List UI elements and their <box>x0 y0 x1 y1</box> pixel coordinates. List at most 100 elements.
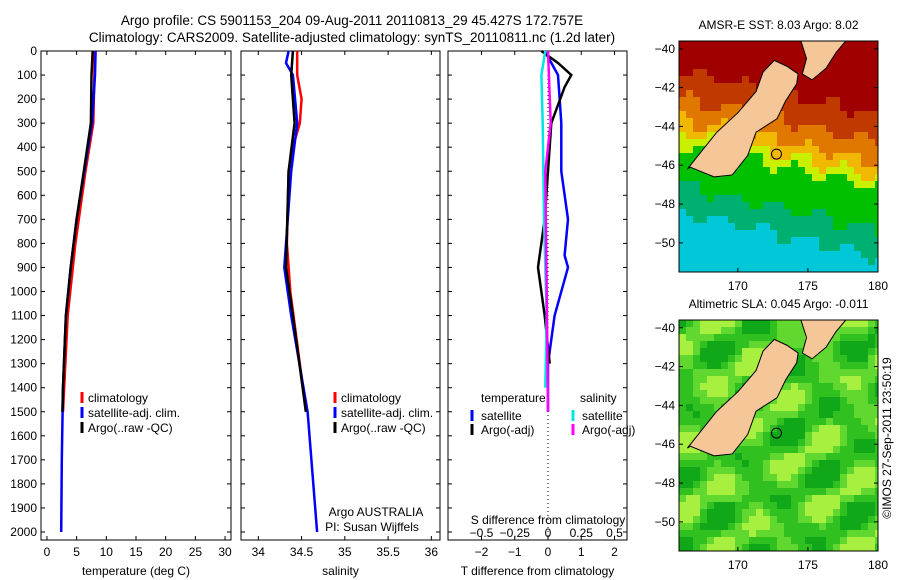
map-cell <box>707 355 714 362</box>
map-cell <box>756 76 763 83</box>
map-cell <box>847 502 854 509</box>
map-cell <box>686 348 693 355</box>
map-cell <box>693 320 700 327</box>
map-cell <box>700 509 707 516</box>
map-cell <box>791 369 798 376</box>
map-cell <box>875 62 878 69</box>
map-cell <box>861 251 868 258</box>
map-cell <box>854 334 861 341</box>
map-cell <box>700 516 707 523</box>
map-cell <box>854 320 861 327</box>
map-cell <box>861 390 868 397</box>
map-cell <box>875 467 878 474</box>
map-cell <box>749 153 756 160</box>
map-cell <box>686 355 693 362</box>
map-cell <box>728 195 735 202</box>
map-cell <box>686 404 693 411</box>
map-cell <box>763 153 770 160</box>
y-tick-label: 400 <box>17 140 37 154</box>
map-cell <box>763 160 770 167</box>
map-cell <box>868 251 875 258</box>
map-cell <box>833 265 840 272</box>
map-cell <box>840 146 847 153</box>
map-cell <box>735 523 742 530</box>
map-cell <box>784 237 791 244</box>
map-cell <box>868 376 875 383</box>
map-cell <box>791 202 798 209</box>
map-cell <box>742 502 749 509</box>
map-cell <box>798 418 805 425</box>
map-cell <box>826 62 833 69</box>
map-cell <box>686 132 693 139</box>
map-cell <box>833 453 840 460</box>
map-cell <box>721 467 728 474</box>
map-cell <box>735 48 742 55</box>
map-cell <box>721 111 728 118</box>
map-cell <box>735 481 742 488</box>
map-cell <box>777 523 784 530</box>
map-cell <box>749 174 756 181</box>
map-cell <box>875 41 878 48</box>
map-cell <box>714 251 721 258</box>
legend-label: Argo(..raw -QC) <box>341 421 426 435</box>
map-cell <box>714 188 721 195</box>
map-cell <box>812 265 819 272</box>
map-cell <box>686 230 693 237</box>
map-cell <box>707 509 714 516</box>
map-cell <box>686 181 693 188</box>
map-cell <box>770 453 777 460</box>
map-cell <box>798 537 805 544</box>
map-cell <box>700 334 707 341</box>
x-tick-label: 30 <box>218 545 232 559</box>
map-cell <box>854 195 861 202</box>
map-cell <box>742 167 749 174</box>
map-cell <box>777 474 784 481</box>
map-cell <box>875 111 878 118</box>
map-cell <box>868 188 875 195</box>
map-cell <box>749 216 756 223</box>
map-cell <box>826 160 833 167</box>
map-cell <box>791 230 798 237</box>
map-cell <box>700 174 707 181</box>
legend-label: Argo(..raw -QC) <box>88 421 173 435</box>
map-cell <box>756 209 763 216</box>
map-cell <box>679 460 686 467</box>
map-cell <box>854 83 861 90</box>
map-cell <box>749 446 756 453</box>
map-cell <box>854 530 861 537</box>
map-cell <box>679 209 686 216</box>
map-cell <box>714 544 721 551</box>
map-cell <box>686 118 693 125</box>
map-cell <box>868 55 875 62</box>
map-cell <box>763 265 770 272</box>
map-cell <box>847 432 854 439</box>
map-cell <box>805 523 812 530</box>
map-cell <box>784 125 791 132</box>
map-cell <box>854 355 861 362</box>
map-cell <box>833 125 840 132</box>
map-cell <box>700 362 707 369</box>
map-cell <box>735 488 742 495</box>
map-cell <box>819 376 826 383</box>
map-cell <box>679 474 686 481</box>
map-cell <box>847 48 854 55</box>
map-cell <box>854 432 861 439</box>
map-cell <box>700 258 707 265</box>
map-cell <box>756 41 763 48</box>
map-cell <box>721 544 728 551</box>
map-cell <box>728 223 735 230</box>
map-cell <box>700 397 707 404</box>
map-cell <box>861 460 868 467</box>
map-cell <box>840 97 847 104</box>
map-cell <box>805 495 812 502</box>
map-cell <box>805 537 812 544</box>
map-cell <box>875 411 878 418</box>
map-cell <box>798 146 805 153</box>
legend-label: satellite <box>481 409 522 423</box>
map-cell <box>756 48 763 55</box>
legend-label: climatology <box>88 391 148 405</box>
map-cell <box>868 237 875 244</box>
map-cell <box>721 502 728 509</box>
map-cell <box>854 362 861 369</box>
map-cell <box>875 439 878 446</box>
